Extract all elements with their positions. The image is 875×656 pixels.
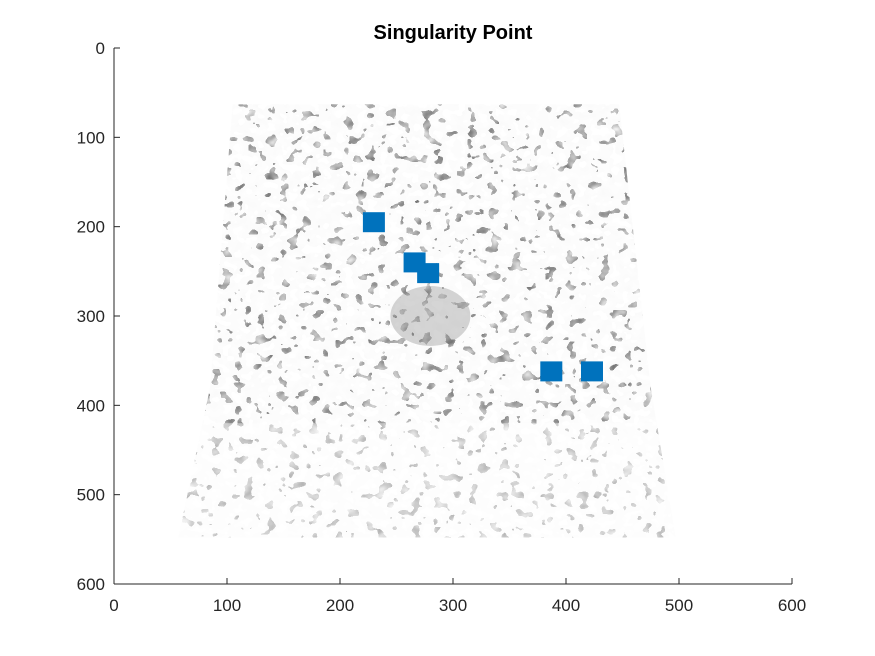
y-tick-label: 400: [77, 396, 105, 415]
x-tick-label: 400: [552, 596, 580, 615]
x-tick-label: 0: [109, 596, 118, 615]
x-tick-label: 300: [439, 596, 467, 615]
chart-title: Singularity Point: [374, 22, 533, 44]
y-tick-label: 100: [77, 128, 105, 147]
singularity-point: [580, 361, 603, 382]
y-tick-label: 200: [77, 218, 105, 237]
y-tick-label: 300: [77, 307, 105, 326]
singularity-point: [540, 361, 563, 382]
y-tick-label: 0: [96, 39, 105, 58]
singularity-point: [417, 263, 440, 284]
fingerprint-image: [178, 104, 676, 538]
x-tick-label: 200: [326, 596, 354, 615]
x-tick-label: 100: [213, 596, 241, 615]
singularity-markers: [362, 212, 603, 382]
x-tick-label: 500: [665, 596, 693, 615]
x-tick-label: 600: [778, 596, 806, 615]
singularity-point: [362, 212, 385, 233]
y-tick-label: 600: [77, 575, 105, 594]
y-tick-label: 500: [77, 486, 105, 505]
